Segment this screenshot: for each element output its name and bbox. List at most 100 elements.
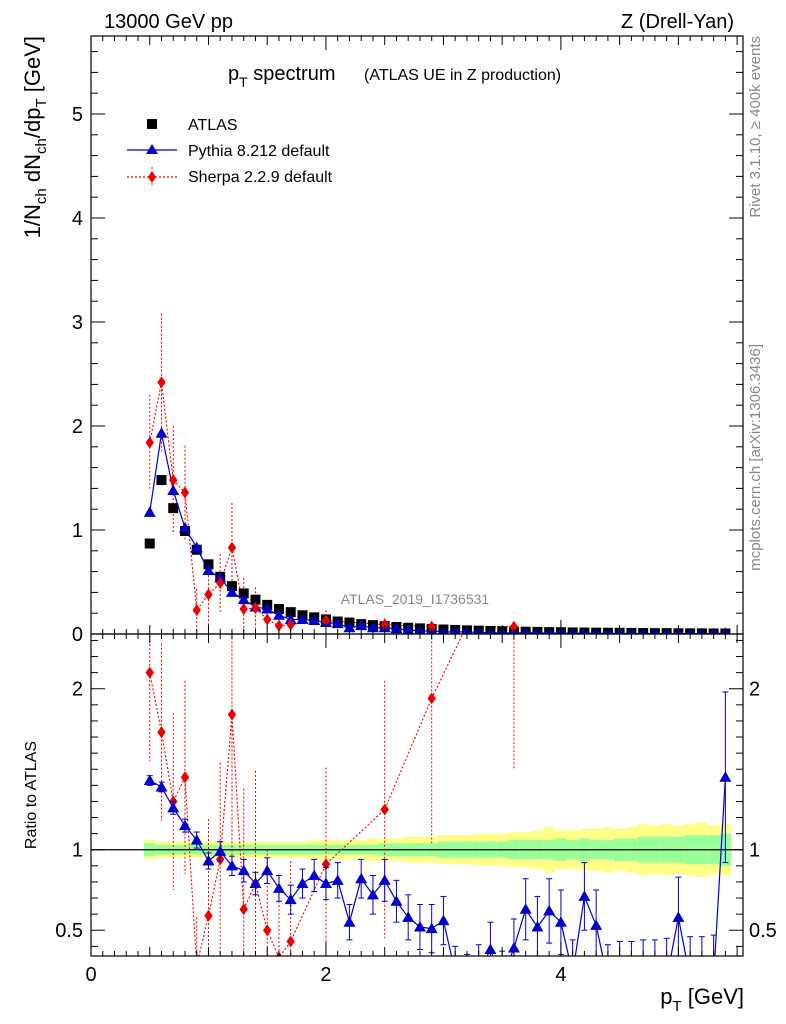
pythia-ratio-point-10: [261, 864, 274, 876]
pythia-ratio-point-35: [554, 916, 567, 927]
sherpa-ratio-point-12: [286, 935, 295, 948]
pythia-main-point-14: [308, 614, 321, 625]
sherpa-ratio-point-8: [239, 903, 248, 916]
pythia-ratio-point-43: [649, 973, 661, 984]
sherpa-ratio-point-5: [204, 909, 213, 922]
atlas-point-8: [238, 588, 249, 599]
sherpa-main-point-9: [251, 602, 260, 614]
title-main: p: [228, 63, 239, 85]
x-tick-label-2: 4: [555, 964, 566, 986]
pythia-main-point-17: [343, 621, 356, 633]
pythia-ratio-point-19: [366, 888, 379, 900]
pythia-ratio-point-1: [155, 780, 168, 792]
sherpa-ratio-point-1: [157, 726, 166, 739]
main-y-tick-label-4: 4: [72, 208, 83, 230]
sherpa-ratio-point-0: [145, 666, 154, 679]
pythia-main-point-18: [355, 619, 368, 631]
ratio-y-tick-label-right-1: 1: [749, 840, 760, 862]
pythia-ratio-point-20: [378, 874, 391, 885]
sherpa-ratio-point-15: [427, 692, 436, 705]
ratio-y-tick-label-right-2: 2: [749, 679, 760, 701]
pythia-ratio-point-37: [578, 890, 591, 901]
atlas-point-11: [273, 604, 284, 615]
legend: ATLAS Pythia 8.212 default Sherpa 2.2.9 …: [127, 117, 333, 187]
legend-label-sherpa: Sherpa 2.2.9 default: [188, 169, 333, 186]
sherpa-main-point-6: [216, 577, 225, 590]
rivet-label: Rivet 3.1.10, ≥ 400k events: [747, 36, 764, 218]
plot-title: pT spectrum: [228, 63, 336, 90]
sherpa-main-point-5: [204, 588, 213, 601]
ratio-y-tick-label-right-0: 0.5: [749, 920, 777, 942]
pythia-main-point-11: [272, 609, 285, 620]
pythia-ratio-point-24: [425, 922, 438, 934]
sherpa-ratio-point-3: [180, 771, 190, 784]
pythia-ratio-point-18: [355, 872, 368, 884]
pythia-ratio-point-28: [473, 966, 485, 977]
pythia-ratio-point-13: [296, 877, 309, 889]
pythia-main-point-22: [402, 623, 414, 634]
pythia-ratio-point-23: [413, 921, 426, 932]
atlas-point-1: [156, 475, 167, 486]
atlas-point-2: [168, 503, 179, 514]
pythia-ratio-point-31: [507, 941, 520, 953]
legend-entry-pythia: Pythia 8.212 default: [127, 143, 330, 160]
pythia-main-point-3: [178, 521, 191, 533]
sherpa-ratio-line: [149, 634, 464, 956]
xlabel: pT [GeV]: [660, 984, 744, 1015]
pythia-ratio-point-41: [625, 973, 637, 984]
pythia-ratio-point-46: [684, 973, 696, 984]
pythia-ratio-point-11: [272, 882, 285, 893]
pythia-main-point-10: [261, 603, 274, 614]
legend-label-atlas: ATLAS: [188, 117, 238, 134]
pythia-ratio-point-32: [519, 903, 532, 914]
pythia-ratio-point-39: [602, 974, 614, 985]
legend-label-pythia: Pythia 8.212 default: [188, 143, 330, 160]
ratio-plot-series: [143, 522, 732, 985]
sherpa-main-point-10: [263, 613, 272, 626]
pythia-ratio-point-30: [496, 974, 508, 985]
ratio-frame: [90, 633, 744, 957]
legend-marker-pythia: [146, 144, 158, 154]
sherpa-main-point-16: [509, 620, 519, 633]
legend-marker-atlas: [147, 119, 157, 129]
sherpa-main-point-15: [427, 620, 436, 633]
atlas-point-5: [203, 559, 214, 570]
pythia-main-point-5: [202, 564, 215, 576]
sherpa-ratio-point-16: [510, 522, 518, 534]
header-left: 13000 GeV pp: [104, 11, 233, 33]
pythia-ratio-point-29: [484, 943, 497, 955]
pythia-ratio-point-42: [637, 973, 649, 984]
sherpa-main-point-7: [227, 541, 237, 554]
pythia-ratio-point-9: [249, 877, 262, 889]
pythia-ratio-point-6: [214, 845, 227, 856]
sherpa-ratio-point-4: [193, 960, 201, 972]
pythia-ratio-point-27: [461, 974, 473, 985]
ratio-ylabel: Ratio to ATLAS: [23, 741, 40, 849]
header-right: Z (Drell-Yan): [621, 11, 734, 33]
pythia-ratio-point-8: [237, 864, 250, 876]
analysis-watermark: ATLAS_2019_I1736531: [341, 591, 490, 607]
sherpa-main-point-0: [145, 436, 154, 449]
pythia-ratio-point-40: [614, 973, 626, 984]
pythia-main-point-2: [167, 484, 180, 495]
xlabel-sub: T: [672, 998, 681, 1015]
pythia-ratio-point-5: [202, 855, 215, 866]
pythia-ratio-point-49: [719, 771, 732, 782]
xlabel-rest: [GeV]: [682, 984, 744, 1009]
pythia-ratio-point-0: [143, 774, 156, 786]
x-tick-label-0: 0: [85, 964, 96, 986]
pythia-ratio-point-25: [437, 914, 450, 926]
pythia-ratio-point-4: [190, 834, 203, 845]
title-rest: spectrum: [248, 63, 336, 85]
sherpa-main-point-8: [239, 603, 248, 616]
legend-entry-atlas: ATLAS: [147, 117, 238, 134]
pythia-ratio-point-44: [661, 973, 673, 984]
pythia-ratio-point-45: [672, 911, 685, 922]
pythia-main-point-1: [155, 427, 168, 438]
pythia-ratio-point-7: [225, 859, 238, 871]
sherpa-ratio-point-7: [227, 708, 237, 721]
main-y-tick-label-1: 1: [72, 520, 83, 542]
pythia-ratio-point-36: [567, 968, 579, 979]
pythia-main-point-8: [237, 593, 250, 605]
